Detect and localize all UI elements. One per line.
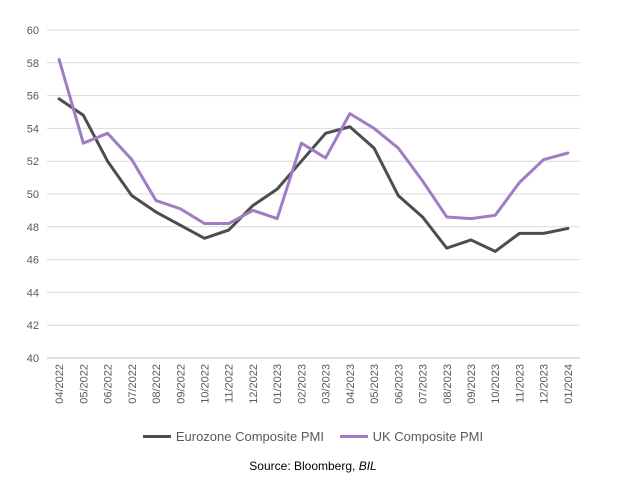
data-point-uk	[469, 217, 473, 220]
x-tick-label: 01/2024	[563, 364, 575, 404]
y-tick-label: 40	[27, 353, 39, 365]
y-tick-label: 44	[27, 287, 39, 299]
legend-label-uk: UK Composite PMI	[372, 429, 484, 444]
x-tick-label: 12/2022	[248, 364, 260, 404]
source-prefix: Source: Bloomberg,	[249, 459, 359, 473]
y-tick-label: 46	[27, 255, 39, 267]
data-point-uk	[324, 156, 327, 160]
legend-swatch-uk	[339, 435, 368, 438]
legend-item-eurozone: Eurozone Composite PMI	[142, 429, 324, 444]
data-point-eurozone	[227, 228, 230, 232]
data-point-eurozone	[82, 114, 85, 117]
data-point-eurozone	[566, 227, 570, 230]
data-point-uk	[300, 141, 303, 145]
data-point-uk	[82, 141, 85, 145]
x-tick-label: 03/2023	[321, 364, 333, 404]
data-point-uk	[251, 209, 255, 212]
data-point-eurozone	[251, 204, 255, 207]
x-tick-label: 04/2022	[54, 364, 66, 404]
data-point-uk	[57, 58, 61, 61]
data-point-eurozone	[179, 223, 182, 227]
x-tick-label: 09/2022	[175, 364, 187, 404]
data-point-uk	[154, 199, 158, 202]
x-tick-label: 05/2022	[78, 364, 90, 404]
legend: Eurozone Composite PMI UK Composite PMI	[0, 426, 626, 444]
x-tick-label: 10/2023	[490, 364, 502, 404]
source-note: Source: Bloomberg, BIL	[0, 459, 626, 473]
legend-label-eurozone: Eurozone Composite PMI	[175, 429, 324, 444]
y-tick-label: 42	[27, 320, 39, 332]
x-tick-label: 05/2023	[369, 364, 381, 404]
pmi-line-chart: 40 42 44 46 48 50 52 54 56 58 60 04/2022 05/2022 06/…	[27, 25, 580, 404]
x-tick-label: 07/2022	[127, 364, 139, 404]
y-tick-label: 58	[27, 58, 39, 70]
data-point-eurozone	[421, 215, 424, 219]
data-point-uk	[397, 146, 400, 150]
x-tick-label: 10/2022	[199, 364, 211, 404]
data-point-eurozone	[324, 132, 327, 135]
data-point-eurozone	[445, 246, 448, 250]
data-point-eurozone	[106, 160, 109, 163]
x-tick-label: 06/2022	[103, 364, 115, 404]
data-point-uk	[494, 214, 497, 217]
data-point-eurozone	[494, 250, 497, 253]
source-italic: BIL	[358, 459, 377, 473]
x-tick-label: 12/2023	[539, 364, 551, 404]
data-point-uk	[130, 158, 133, 161]
x-axis-ticks: 04/2022 05/2022 06/2022 07/2022 08/2022 09/20…	[54, 364, 575, 404]
x-tick-label: 09/2023	[466, 364, 478, 404]
y-tick-label: 48	[27, 222, 39, 234]
data-point-eurozone	[348, 125, 352, 128]
series-line-uk	[57, 58, 570, 226]
y-tick-label: 52	[27, 156, 39, 168]
data-point-uk	[106, 132, 109, 135]
data-point-uk	[566, 151, 570, 155]
data-point-eurozone	[130, 194, 133, 197]
x-tick-label: 08/2022	[151, 364, 163, 404]
data-point-eurozone	[275, 187, 279, 191]
data-point-eurozone	[300, 160, 303, 163]
data-point-uk	[421, 179, 424, 183]
x-tick-label: 07/2023	[418, 364, 430, 404]
data-point-uk	[372, 127, 376, 130]
y-axis-ticks: 40 42 44 46 48 50 52 54 56 58 60	[27, 25, 39, 365]
x-tick-label: 08/2023	[442, 364, 454, 404]
data-point-eurozone	[372, 146, 376, 150]
x-tick-label: 02/2023	[296, 364, 308, 404]
y-tick-label: 54	[27, 123, 39, 135]
data-point-uk	[542, 158, 545, 161]
x-tick-label: 11/2022	[224, 364, 236, 403]
data-point-eurozone	[397, 194, 400, 197]
legend-item-uk: UK Composite PMI	[339, 429, 484, 444]
y-tick-label: 56	[27, 91, 39, 103]
data-point-uk	[348, 112, 352, 115]
data-point-uk	[445, 215, 448, 219]
gridlines	[47, 29, 580, 359]
data-point-uk	[227, 222, 230, 225]
x-tick-label: 06/2023	[393, 364, 405, 404]
legend-swatch-eurozone	[142, 435, 171, 438]
data-point-eurozone	[154, 210, 158, 214]
data-point-uk	[203, 222, 206, 225]
data-point-uk	[179, 207, 182, 210]
data-point-uk	[275, 217, 279, 220]
series-line-eurozone	[57, 97, 570, 253]
data-point-uk	[518, 181, 521, 184]
x-tick-label: 11/2023	[514, 364, 526, 403]
x-tick-label: 04/2023	[345, 364, 357, 404]
data-point-eurozone	[469, 238, 473, 242]
y-tick-label: 60	[27, 25, 39, 37]
y-tick-label: 50	[27, 189, 39, 201]
data-point-eurozone	[57, 97, 61, 101]
x-tick-label: 01/2023	[272, 364, 284, 404]
series-lines	[57, 58, 570, 253]
data-point-eurozone	[518, 232, 521, 235]
data-point-eurozone	[203, 237, 206, 240]
data-point-eurozone	[542, 232, 545, 235]
